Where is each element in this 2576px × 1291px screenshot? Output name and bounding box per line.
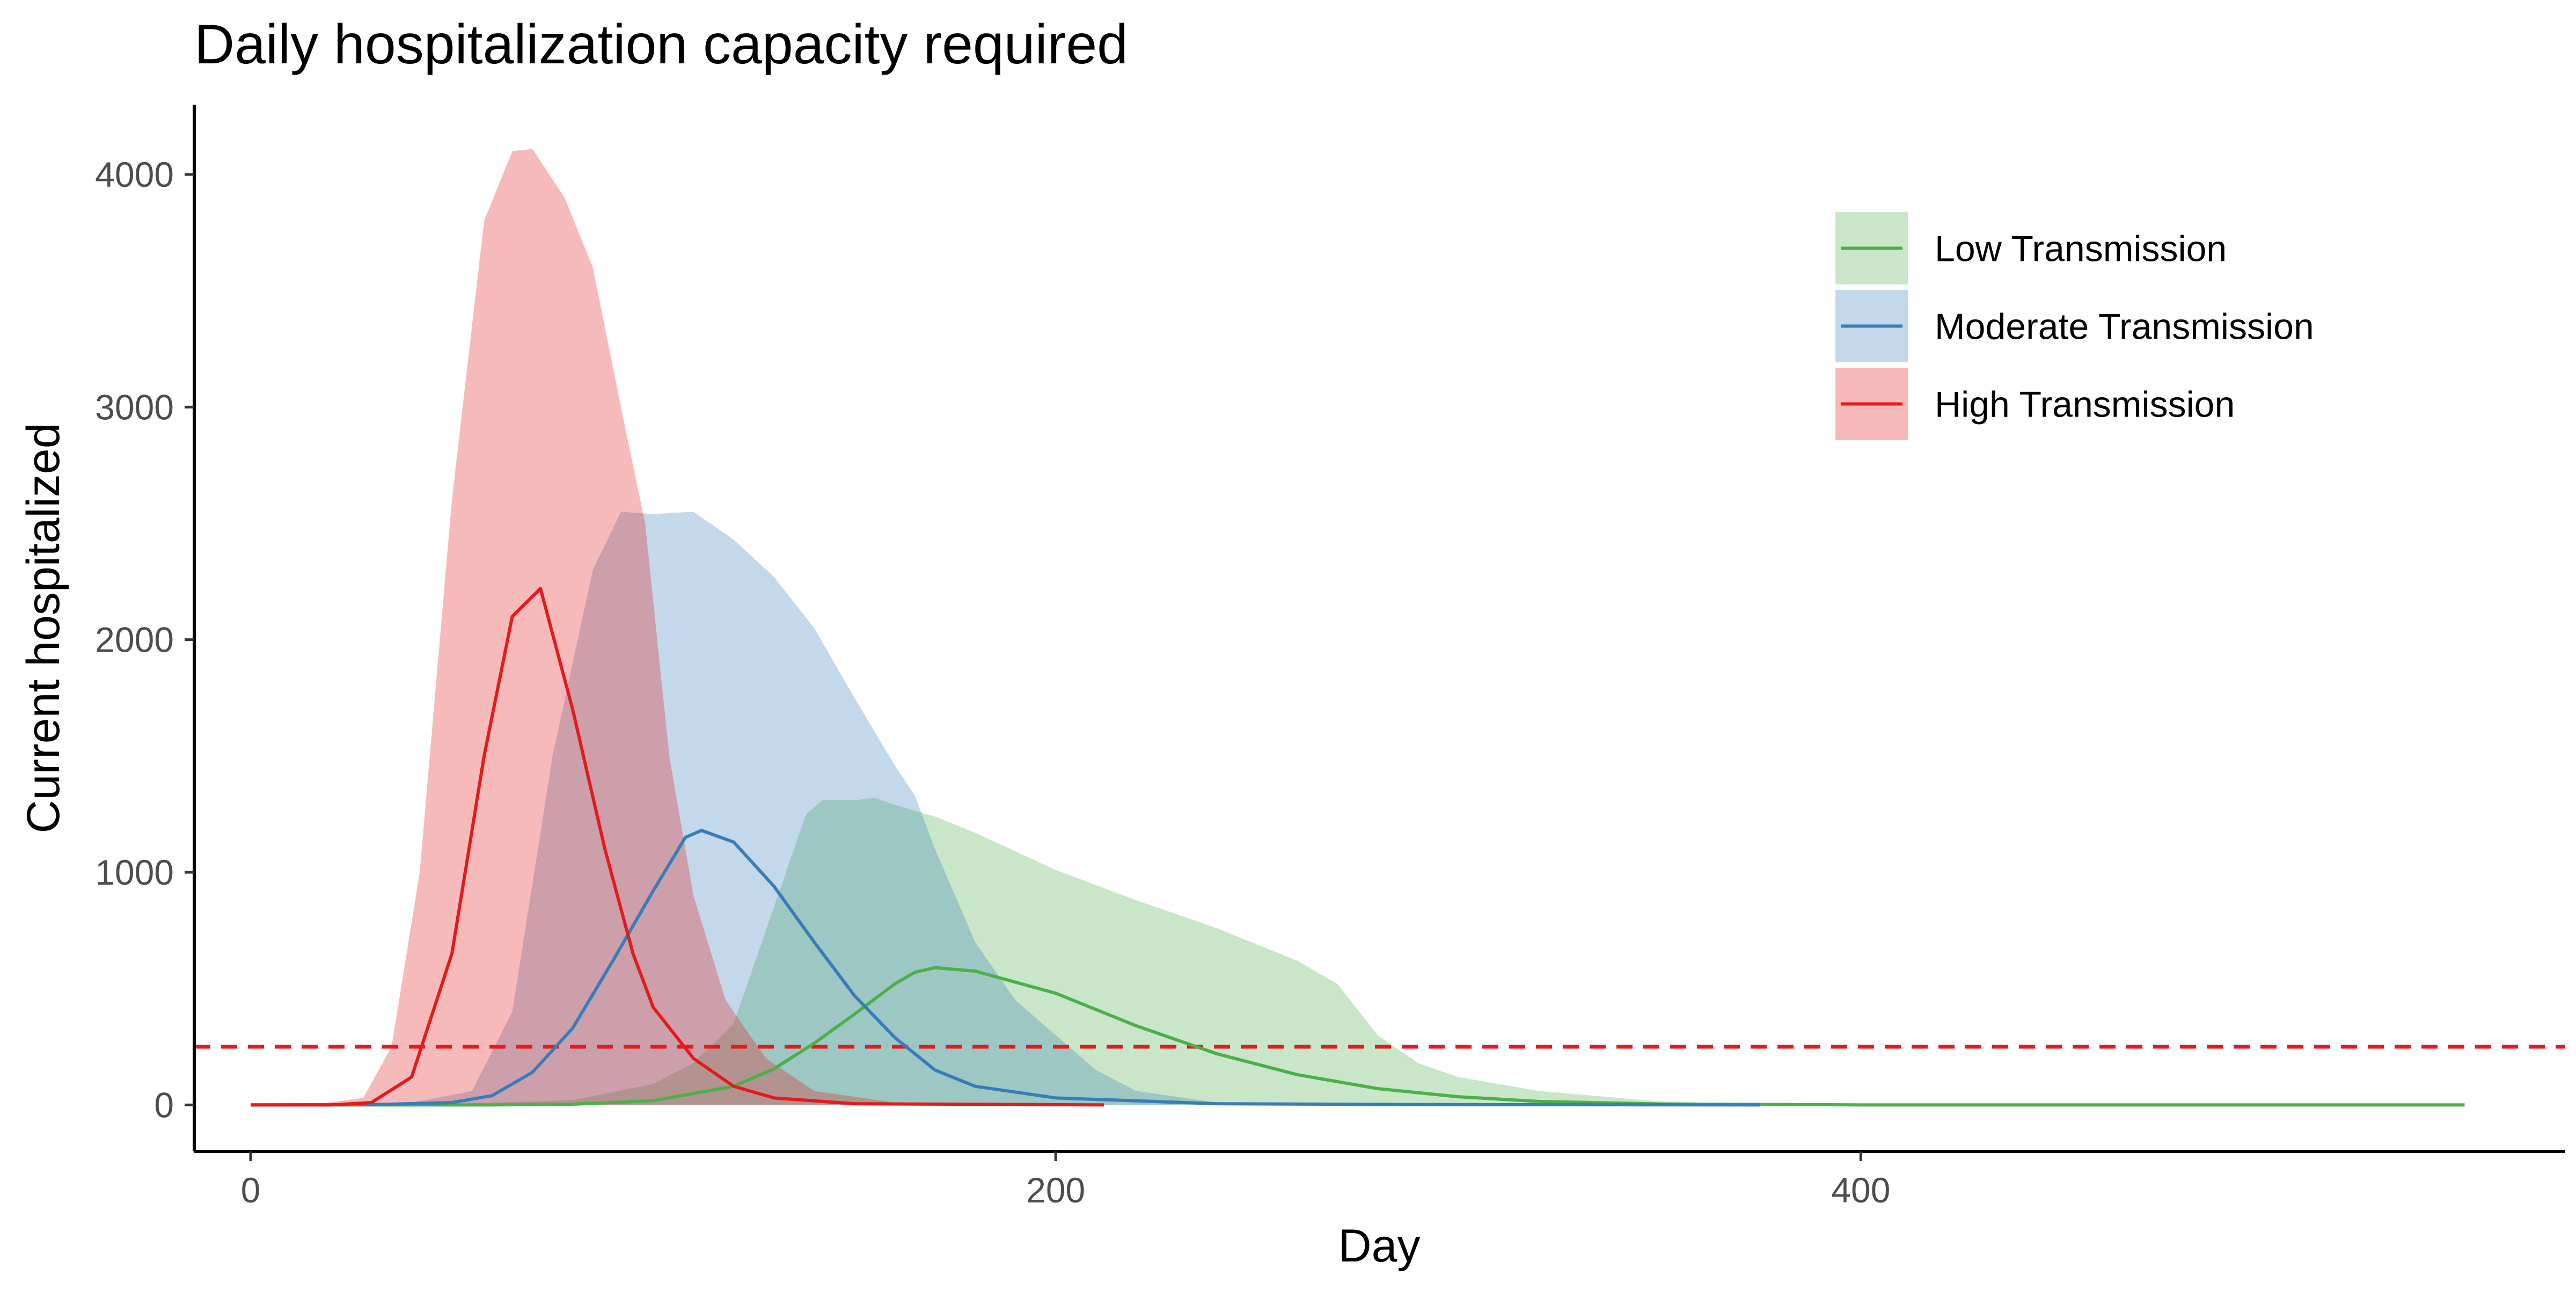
y-tick-label: 1000 <box>95 852 174 892</box>
x-tick-label: 200 <box>1026 1170 1085 1210</box>
y-tick-label: 3000 <box>95 387 174 427</box>
x-tick-label: 400 <box>1831 1170 1890 1210</box>
y-tick-label: 4000 <box>95 155 174 194</box>
band-moderate-transmission <box>351 512 1298 1105</box>
y-tick-label: 0 <box>154 1085 174 1125</box>
y-axis-title: Current hospitalized <box>18 423 69 834</box>
legend: Low Transmission Moderate Transmission Hig… <box>1835 212 2314 440</box>
band-low-transmission <box>412 798 1781 1105</box>
legend-label-moderate-transmission: Moderate Transmission <box>1935 307 2314 347</box>
median-lines <box>251 587 2465 1107</box>
axes <box>193 105 2565 1153</box>
legend-label-high-transmission: High Transmission <box>1935 384 2235 425</box>
x-axis-title: Day <box>1338 1220 1421 1272</box>
median-line-low-transmission <box>251 966 2465 1107</box>
band-high-transmission <box>311 149 976 1105</box>
median-line-moderate-transmission <box>251 829 1760 1107</box>
x-tick-label: 0 <box>241 1170 261 1210</box>
y-tick-label: 2000 <box>95 620 174 660</box>
legend-label-low-transmission: Low Transmission <box>1935 229 2227 269</box>
uncertainty-bands <box>311 149 1781 1105</box>
chart-title: Daily hospitalization capacity required <box>194 13 1128 76</box>
median-line-high-transmission <box>251 587 1104 1107</box>
